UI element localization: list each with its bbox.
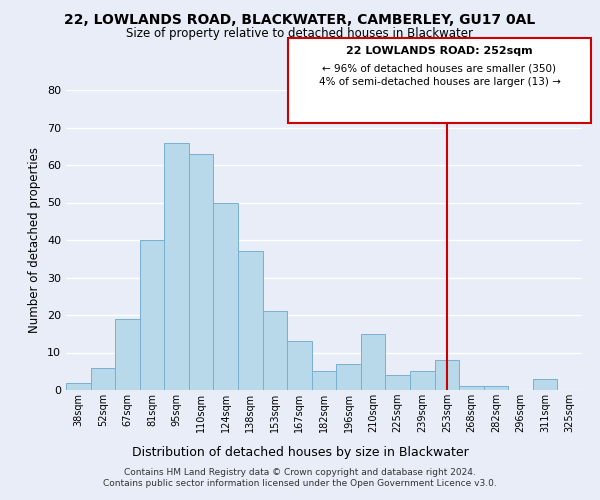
Bar (214, 202, 238, 390)
Bar (459, 386, 484, 390)
Bar (410, 371, 434, 390)
Text: ← 96% of detached houses are smaller (350): ← 96% of detached houses are smaller (35… (323, 64, 557, 74)
Bar (287, 341, 312, 390)
Bar (385, 375, 410, 390)
Bar (140, 240, 164, 390)
Bar (336, 364, 361, 390)
Bar (189, 154, 214, 390)
Bar (66, 382, 91, 390)
Bar (164, 142, 189, 390)
Bar (263, 311, 287, 390)
Bar (238, 251, 263, 390)
Text: Contains HM Land Registry data © Crown copyright and database right 2024.: Contains HM Land Registry data © Crown c… (124, 468, 476, 477)
Bar (434, 360, 459, 390)
Bar (91, 368, 115, 390)
Bar (361, 334, 385, 390)
Text: Distribution of detached houses by size in Blackwater: Distribution of detached houses by size … (131, 446, 469, 459)
Y-axis label: Number of detached properties: Number of detached properties (28, 147, 41, 333)
Bar (312, 371, 336, 390)
Bar (115, 319, 140, 390)
Text: Size of property relative to detached houses in Blackwater: Size of property relative to detached ho… (127, 28, 473, 40)
Text: 4% of semi-detached houses are larger (13) →: 4% of semi-detached houses are larger (1… (319, 78, 560, 88)
Text: Contains public sector information licensed under the Open Government Licence v3: Contains public sector information licen… (103, 480, 497, 488)
Bar (484, 386, 508, 390)
Bar (533, 379, 557, 390)
Text: 22, LOWLANDS ROAD, BLACKWATER, CAMBERLEY, GU17 0AL: 22, LOWLANDS ROAD, BLACKWATER, CAMBERLEY… (64, 12, 536, 26)
Text: 22 LOWLANDS ROAD: 252sqm: 22 LOWLANDS ROAD: 252sqm (346, 46, 533, 56)
